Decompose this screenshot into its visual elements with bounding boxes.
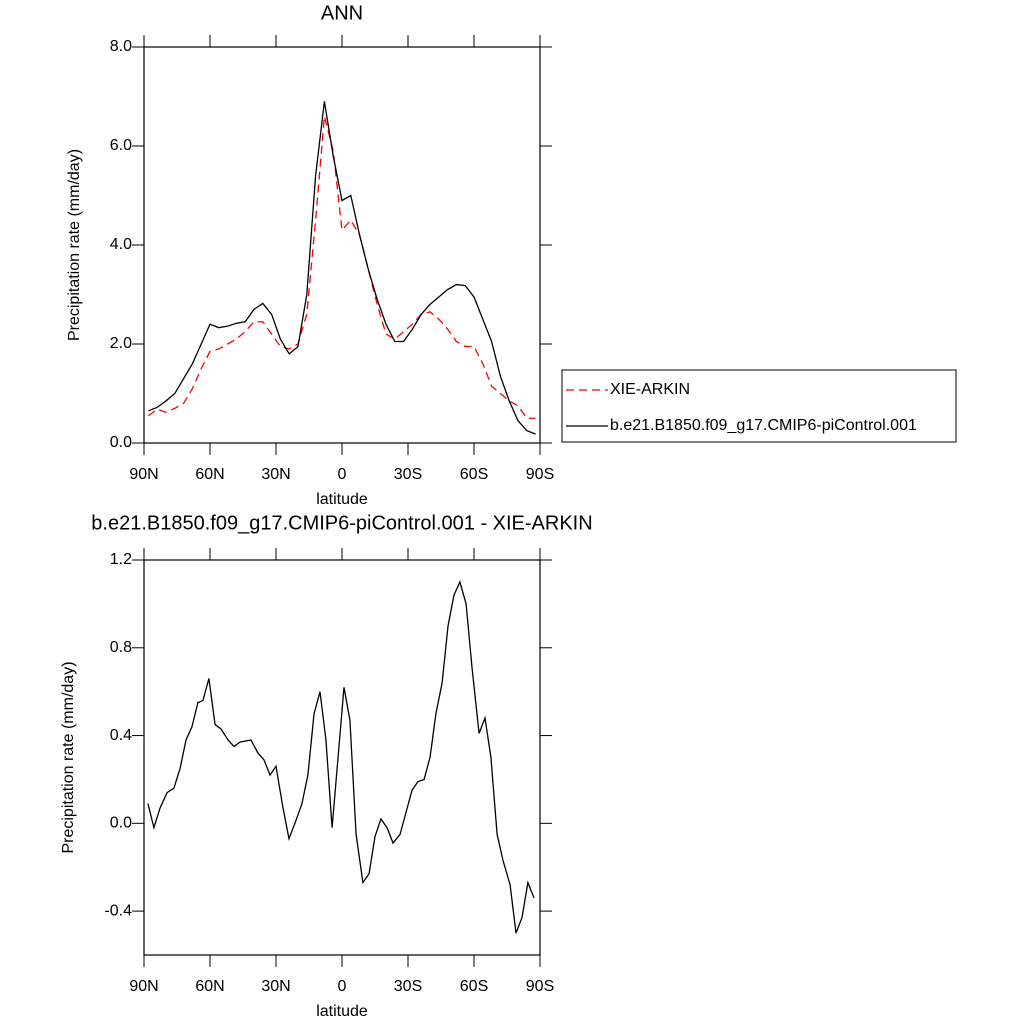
plot-frame xyxy=(143,46,541,444)
x-tick-label: 60S xyxy=(460,466,488,483)
legend-box xyxy=(561,369,957,443)
x-axis-label: latitude xyxy=(316,491,368,508)
legend-label: XIE-ARKIN xyxy=(610,381,690,398)
y-axis-label: Precipitation rate (mm/day) xyxy=(66,149,83,341)
x-tick-label: 90S xyxy=(526,466,554,483)
x-tick-label: 60N xyxy=(195,466,224,483)
y-tick-label: 1.2 xyxy=(110,551,132,568)
y-tick-label: 0.0 xyxy=(110,434,132,451)
x-tick-label: 90S xyxy=(526,978,554,995)
legend-label: b.e21.B1850.f09_g17.CMIP6-piControl.001 xyxy=(610,417,917,434)
x-tick-label: 30N xyxy=(261,466,290,483)
plot-frame xyxy=(143,559,541,956)
x-tick-label: 30S xyxy=(394,978,422,995)
y-axis-label: Precipitation rate (mm/day) xyxy=(60,661,77,853)
data-line xyxy=(148,101,536,435)
x-tick-label: 60S xyxy=(460,978,488,995)
x-tick-label: 90N xyxy=(129,466,158,483)
x-axis-label: latitude xyxy=(316,1003,368,1020)
x-tick-label: 90N xyxy=(129,978,158,995)
x-tick-label: 30N xyxy=(261,978,290,995)
data-line xyxy=(148,116,536,419)
x-tick-label: 0 xyxy=(338,978,347,995)
y-tick-label: 4.0 xyxy=(110,236,132,253)
y-tick-label: 8.0 xyxy=(110,38,132,55)
x-tick-label: 0 xyxy=(338,466,347,483)
y-tick-label: 2.0 xyxy=(110,335,132,352)
x-tick-label: 60N xyxy=(195,978,224,995)
data-line xyxy=(147,580,535,934)
y-tick-label: 6.0 xyxy=(110,137,132,154)
chart-title: ANN xyxy=(321,2,363,24)
y-tick-label: 0.4 xyxy=(110,727,132,744)
y-tick-label: 0.8 xyxy=(110,639,132,656)
y-tick-label: -0.4 xyxy=(104,902,132,919)
chart-title: b.e21.B1850.f09_g17.CMIP6-piControl.001 … xyxy=(91,512,592,534)
y-tick-label: 0.0 xyxy=(110,815,132,832)
x-tick-label: 30S xyxy=(394,466,422,483)
